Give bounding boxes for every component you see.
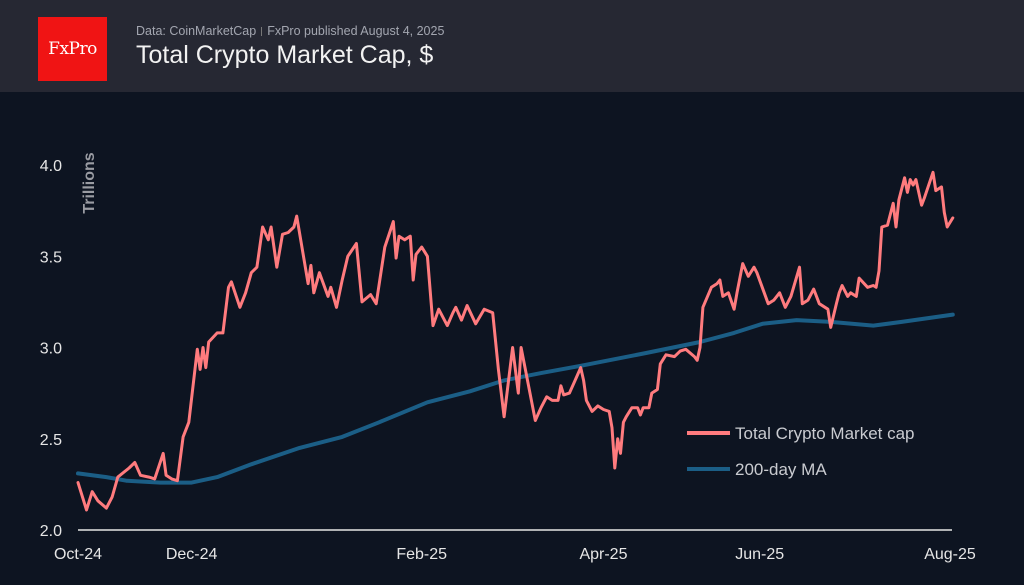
series-lines xyxy=(76,170,955,512)
y-axis-label: Trillions xyxy=(81,152,98,213)
fxpro-logo: FxPro xyxy=(38,17,107,81)
x-tick-label: Oct-24 xyxy=(54,546,102,563)
data-source: Data: CoinMarketCap xyxy=(136,24,257,38)
y-tick-label: 2.5 xyxy=(40,432,62,449)
market-cap-line xyxy=(76,170,955,512)
legend-label-ma: 200-day MA xyxy=(735,460,827,479)
y-tick-label: 4.0 xyxy=(40,158,62,175)
x-tick-label: Feb-25 xyxy=(396,546,447,563)
x-tick-label: Jun-25 xyxy=(735,546,784,563)
y-tick-label: 3.5 xyxy=(40,249,62,266)
ma-200-line xyxy=(76,312,955,485)
y-tick-label: 2.0 xyxy=(40,523,62,540)
chart-subtitle: Data: CoinMarketCap FxPro published Augus… xyxy=(136,24,444,38)
legend-label-market-cap: Total Crypto Market cap xyxy=(735,424,915,443)
legend: Total Crypto Market cap 200-day MA xyxy=(687,424,915,479)
chart-title: Total Crypto Market Cap, $ xyxy=(136,41,434,69)
y-axis-ticks: 2.0 2.5 3.0 3.5 4.0 xyxy=(40,158,62,540)
chart-header: FxPro Data: CoinMarketCap FxPro published… xyxy=(0,0,1024,92)
x-tick-label: Dec-24 xyxy=(166,546,218,563)
x-tick-label: Apr-25 xyxy=(579,546,627,563)
y-tick-label: 3.0 xyxy=(40,341,62,358)
logo-text: FxPro xyxy=(48,39,97,59)
published-date: FxPro published August 4, 2025 xyxy=(267,24,445,38)
x-tick-label: Aug-25 xyxy=(924,546,976,563)
x-axis-ticks: Oct-24 Dec-24 Feb-25 Apr-25 Jun-25 Aug-25 xyxy=(54,546,976,563)
separator xyxy=(261,27,263,37)
